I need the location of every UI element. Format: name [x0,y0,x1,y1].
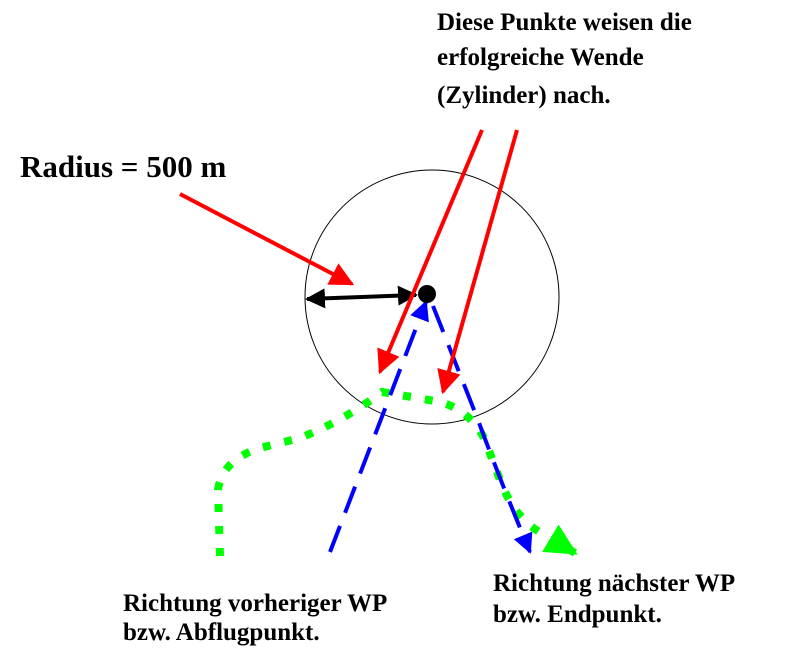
note-text: Diese Punkte weisen die [437,9,692,36]
flight-track [213,387,578,557]
turnpoint [418,285,436,303]
point-pointer [437,129,519,395]
next-label: Richtung nächster WP [493,570,735,597]
radius-arrow [305,285,418,309]
radius-label: Radius = 500 m [20,149,226,184]
point-pointer [377,129,484,375]
next-label: bzw. Endpunkt. [493,601,662,628]
note-text: (Zylinder) nach. [437,82,611,109]
note-text: erfolgreiche Wende [437,44,644,71]
incoming-direction [328,300,429,553]
outgoing-direction [431,305,533,554]
previous-label: Richtung vorheriger WP [123,590,387,617]
radius-pointer [179,192,355,286]
previous-label: bzw. Abflugpunkt. [123,619,320,646]
cylinder [304,169,560,425]
